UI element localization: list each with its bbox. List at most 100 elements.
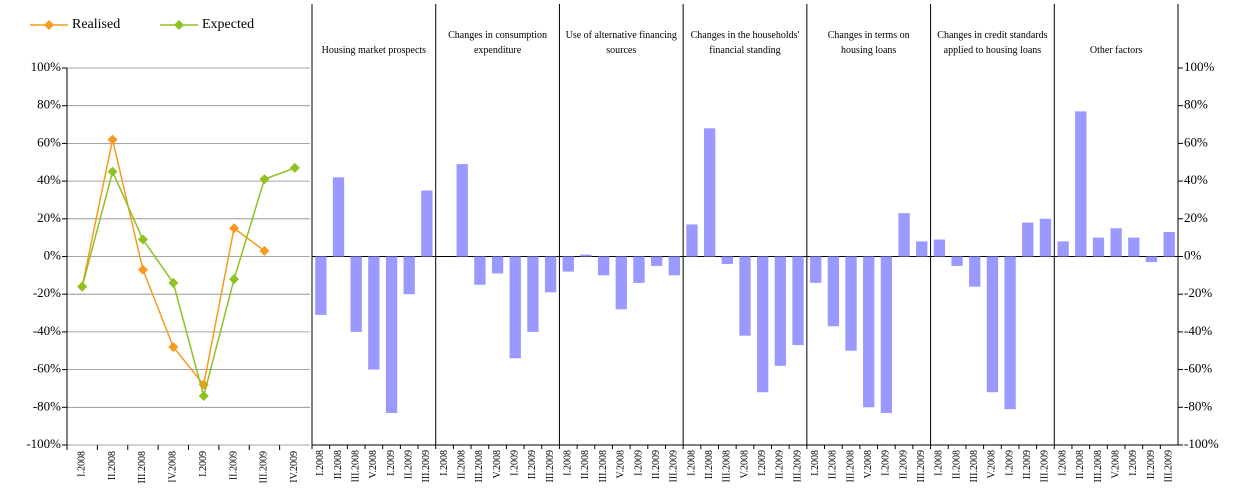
- x-tick-label: III.2008: [1093, 450, 1104, 483]
- x-tick-label: II.2008: [107, 451, 118, 480]
- bar: [1145, 256, 1158, 263]
- bar: [1004, 256, 1016, 410]
- y-tick-label: 0%: [1184, 247, 1202, 262]
- point: [168, 277, 179, 288]
- bar: [421, 190, 433, 257]
- x-tick-label: II.2008: [1075, 450, 1086, 479]
- y-tick-label: 0%: [44, 247, 62, 262]
- bar: [668, 256, 680, 276]
- x-tick-label: II.2009: [228, 451, 239, 480]
- panel-title: Changes in terms on housing loans: [827, 30, 910, 56]
- point: [168, 341, 179, 352]
- x-tick-label: V.2008: [616, 450, 627, 478]
- x-tick-label: II.2008: [828, 450, 839, 479]
- x-tick-label: V.2008: [1110, 450, 1121, 478]
- x-tick-label: II.2008: [333, 450, 344, 479]
- bar: [757, 256, 769, 393]
- legend-marker: [44, 20, 54, 30]
- y-tick-label: 20%: [37, 210, 61, 225]
- x-tick-label: I.2008: [563, 450, 574, 476]
- x-tick-label: I.2009: [510, 450, 521, 476]
- x-tick-label: IV.2008: [168, 451, 179, 483]
- bar: [315, 256, 327, 315]
- x-tick-label: III.2009: [259, 451, 270, 484]
- bar: [562, 256, 574, 272]
- point: [137, 234, 148, 245]
- legend-marker: [174, 20, 184, 30]
- x-tick-label: III.2009: [1040, 450, 1051, 483]
- bar: [721, 256, 733, 265]
- x-tick-label: II.2009: [775, 450, 786, 479]
- bar: [385, 256, 398, 413]
- bar: [509, 256, 521, 359]
- x-tick-label: III.2008: [722, 450, 733, 483]
- y-tick-label: -100%: [1184, 436, 1219, 451]
- bar: [898, 213, 910, 257]
- panel-title: Housing market prospects: [321, 45, 427, 56]
- bar: [633, 256, 645, 283]
- bar: [739, 256, 751, 336]
- x-tick-label: III.2008: [845, 450, 856, 483]
- y-tick-label: 60%: [37, 134, 61, 149]
- bar: [474, 256, 486, 285]
- x-tick-label: II.2009: [898, 450, 909, 479]
- bar: [1092, 237, 1105, 257]
- x-tick-label: IV.2009: [289, 451, 300, 483]
- panel-title: Changes in the households' financial sta…: [690, 30, 800, 56]
- panel-title: Use of alternative financing sources: [565, 30, 677, 56]
- x-tick-label: II.2009: [527, 450, 538, 479]
- y-tick-label: -60%: [1184, 361, 1212, 376]
- bar: [1057, 241, 1069, 257]
- x-tick-label: II.2009: [651, 450, 662, 479]
- x-tick-label: II.2009: [404, 450, 415, 479]
- x-tick-label: V.2008: [368, 450, 379, 478]
- y-tick-label: -20%: [1184, 285, 1212, 300]
- bar: [650, 256, 663, 266]
- bar: [916, 241, 928, 257]
- y-tick-label: 80%: [1184, 97, 1208, 112]
- x-tick-label: I.2009: [881, 450, 892, 476]
- bar: [951, 256, 963, 266]
- panel-title: Changes in consumption expenditure: [448, 30, 547, 56]
- x-tick-label: V.2008: [739, 450, 750, 478]
- point: [289, 162, 300, 173]
- bar: [792, 256, 804, 346]
- bar: [580, 254, 592, 257]
- bar: [456, 164, 468, 257]
- x-tick-label: III.2009: [669, 450, 680, 483]
- x-tick-label: III.2009: [545, 450, 556, 483]
- bar: [845, 256, 857, 351]
- legend-label: Expected: [202, 17, 254, 32]
- x-tick-label: I.2009: [1128, 450, 1139, 476]
- bar: [880, 256, 893, 413]
- x-tick-label: I.2008: [1057, 450, 1068, 476]
- panel-title: Other factors: [1089, 45, 1143, 56]
- y-tick-label: 40%: [37, 172, 61, 187]
- point: [198, 390, 209, 401]
- y-tick-label: 100%: [31, 59, 62, 74]
- x-tick-label: III.2008: [350, 450, 361, 483]
- point: [229, 274, 240, 285]
- x-tick-label: I.2008: [439, 450, 450, 476]
- y-tick-label: -20%: [33, 285, 61, 300]
- x-tick-label: III.2008: [598, 450, 609, 483]
- bar: [933, 239, 946, 257]
- point: [107, 166, 118, 177]
- x-tick-label: I.2008: [76, 451, 87, 477]
- bar: [827, 256, 840, 327]
- bar: [969, 256, 981, 287]
- x-tick-label: III.2008: [137, 451, 148, 484]
- x-tick-label: II.2008: [951, 450, 962, 479]
- bar: [1128, 237, 1140, 257]
- x-tick-label: III.2009: [916, 450, 927, 483]
- point: [77, 281, 88, 292]
- bar: [1075, 111, 1087, 257]
- x-tick-label: I.2009: [1004, 450, 1015, 476]
- x-tick-label: V.2008: [987, 450, 998, 478]
- bar: [350, 256, 362, 332]
- bar: [597, 256, 610, 276]
- legend-label: Realised: [72, 17, 120, 32]
- bar: [332, 177, 345, 257]
- x-tick-label: II.2008: [704, 450, 715, 479]
